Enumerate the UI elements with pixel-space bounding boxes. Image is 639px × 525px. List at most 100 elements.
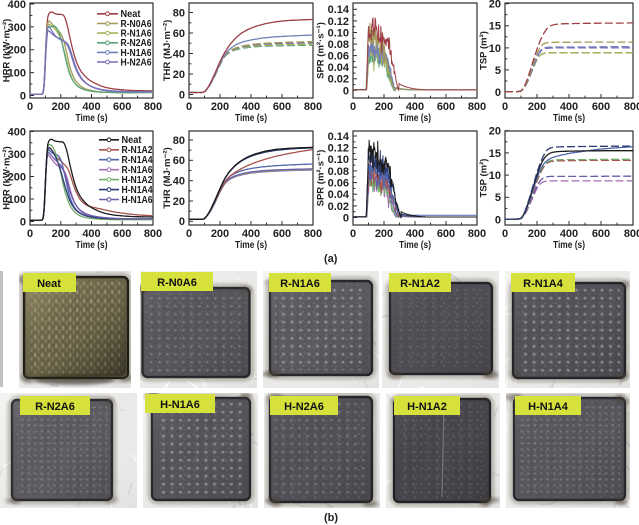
svg-text:200: 200 xyxy=(211,228,229,240)
svg-text:0: 0 xyxy=(179,89,185,101)
svg-text:0.04: 0.04 xyxy=(328,189,350,201)
svg-text:400: 400 xyxy=(560,228,578,240)
svg-text:Time (s): Time (s) xyxy=(235,240,267,251)
svg-text:5: 5 xyxy=(495,192,501,204)
svg-text:40: 40 xyxy=(173,176,185,188)
svg-text:200: 200 xyxy=(528,101,546,113)
svg-text:200: 200 xyxy=(8,45,26,57)
svg-text:800: 800 xyxy=(304,228,322,240)
svg-text:R-N1A4: R-N1A4 xyxy=(122,155,153,166)
svg-text:0: 0 xyxy=(186,101,192,113)
svg-text:600: 600 xyxy=(273,228,291,240)
svg-text:10: 10 xyxy=(489,170,501,182)
svg-text:HRR (kW·m⁻²): HRR (kW·m⁻²) xyxy=(2,146,13,210)
svg-text:10: 10 xyxy=(489,43,501,55)
svg-text:H-N1A4: H-N1A4 xyxy=(122,185,153,196)
svg-text:Time (s): Time (s) xyxy=(76,113,108,124)
svg-text:60: 60 xyxy=(173,155,185,167)
svg-text:0.14: 0.14 xyxy=(328,131,350,143)
svg-text:TSP (m²): TSP (m²) xyxy=(479,159,490,198)
svg-text:400: 400 xyxy=(8,126,26,138)
svg-text:0.06: 0.06 xyxy=(328,178,349,190)
svg-text:0: 0 xyxy=(27,228,33,240)
svg-text:0.06: 0.06 xyxy=(328,51,349,63)
svg-text:80: 80 xyxy=(173,135,185,147)
svg-text:R-N1A4: R-N1A4 xyxy=(523,278,564,290)
svg-text:Time (s): Time (s) xyxy=(399,113,431,124)
svg-text:400: 400 xyxy=(406,101,424,113)
svg-text:600: 600 xyxy=(437,101,455,113)
svg-text:R-N1A6: R-N1A6 xyxy=(121,29,152,40)
svg-text:600: 600 xyxy=(113,228,131,240)
svg-text:400: 400 xyxy=(242,101,260,113)
svg-text:200: 200 xyxy=(52,228,70,240)
svg-text:Neat: Neat xyxy=(122,135,143,146)
svg-text:R-N2A6: R-N2A6 xyxy=(35,401,75,413)
svg-text:100: 100 xyxy=(8,68,26,80)
svg-text:0.10: 0.10 xyxy=(328,27,349,39)
svg-text:300: 300 xyxy=(8,149,26,161)
svg-text:60: 60 xyxy=(173,28,185,40)
svg-text:0.04: 0.04 xyxy=(328,62,350,74)
svg-text:200: 200 xyxy=(528,228,546,240)
svg-text:400: 400 xyxy=(560,101,578,113)
svg-text:400: 400 xyxy=(82,101,100,113)
svg-text:800: 800 xyxy=(624,228,639,240)
svg-text:Neat: Neat xyxy=(121,9,142,20)
svg-text:0.12: 0.12 xyxy=(328,143,349,155)
svg-text:0: 0 xyxy=(495,214,501,226)
svg-text:600: 600 xyxy=(592,228,610,240)
svg-text:15: 15 xyxy=(489,148,501,160)
svg-text:600: 600 xyxy=(592,101,610,113)
svg-text:H-N1A6: H-N1A6 xyxy=(160,399,200,411)
svg-text:R-N1A2: R-N1A2 xyxy=(400,278,440,290)
svg-text:R-N2A6: R-N2A6 xyxy=(121,38,152,49)
svg-text:Time (s): Time (s) xyxy=(553,113,585,124)
svg-text:600: 600 xyxy=(273,101,291,113)
svg-text:H-N1A2: H-N1A2 xyxy=(122,175,153,186)
svg-text:400: 400 xyxy=(8,0,26,11)
svg-text:200: 200 xyxy=(211,101,229,113)
svg-text:H-N2A6: H-N2A6 xyxy=(284,401,324,413)
svg-text:800: 800 xyxy=(144,101,162,113)
svg-text:Neat: Neat xyxy=(37,278,61,290)
svg-text:SPR (m²·s⁻¹): SPR (m²·s⁻¹) xyxy=(316,150,327,207)
svg-text:R-N1A6: R-N1A6 xyxy=(280,278,320,290)
svg-text:0: 0 xyxy=(502,228,508,240)
svg-text:300: 300 xyxy=(8,22,26,34)
svg-text:20: 20 xyxy=(173,196,185,208)
svg-text:0: 0 xyxy=(350,228,356,240)
svg-text:200: 200 xyxy=(52,101,70,113)
svg-text:200: 200 xyxy=(375,228,393,240)
svg-text:0: 0 xyxy=(502,101,508,113)
svg-text:THR (MJ·m⁻²): THR (MJ·m⁻²) xyxy=(162,147,173,208)
svg-text:H-N1A4: H-N1A4 xyxy=(528,401,569,413)
svg-text:SPR (m²·s⁻¹): SPR (m²·s⁻¹) xyxy=(316,22,327,79)
svg-text:0: 0 xyxy=(495,87,501,99)
svg-text:0.08: 0.08 xyxy=(328,166,349,178)
svg-text:0.10: 0.10 xyxy=(328,154,349,166)
svg-text:800: 800 xyxy=(468,228,486,240)
svg-text:400: 400 xyxy=(82,228,100,240)
svg-text:600: 600 xyxy=(437,228,455,240)
svg-text:R-N0A6: R-N0A6 xyxy=(121,19,152,30)
svg-text:Time (s): Time (s) xyxy=(235,113,267,124)
svg-text:800: 800 xyxy=(304,101,322,113)
svg-text:H-N1A6: H-N1A6 xyxy=(121,48,152,59)
svg-text:H-N1A6: H-N1A6 xyxy=(122,195,153,206)
svg-text:600: 600 xyxy=(113,101,131,113)
svg-text:R-N1A6: R-N1A6 xyxy=(122,165,153,176)
svg-text:THR (MJ·m⁻²): THR (MJ·m⁻²) xyxy=(162,20,173,81)
svg-text:R-N1A2: R-N1A2 xyxy=(122,145,153,156)
svg-text:0: 0 xyxy=(350,101,356,113)
svg-text:400: 400 xyxy=(406,228,424,240)
svg-text:TSP (m²): TSP (m²) xyxy=(479,31,490,70)
svg-text:200: 200 xyxy=(8,171,26,183)
svg-text:800: 800 xyxy=(624,101,639,113)
svg-text:40: 40 xyxy=(173,48,185,60)
svg-text:0: 0 xyxy=(27,101,33,113)
svg-text:20: 20 xyxy=(489,126,501,138)
svg-text:0.14: 0.14 xyxy=(328,4,350,16)
svg-text:800: 800 xyxy=(144,228,162,240)
svg-text:R-N0A6: R-N0A6 xyxy=(157,277,197,289)
